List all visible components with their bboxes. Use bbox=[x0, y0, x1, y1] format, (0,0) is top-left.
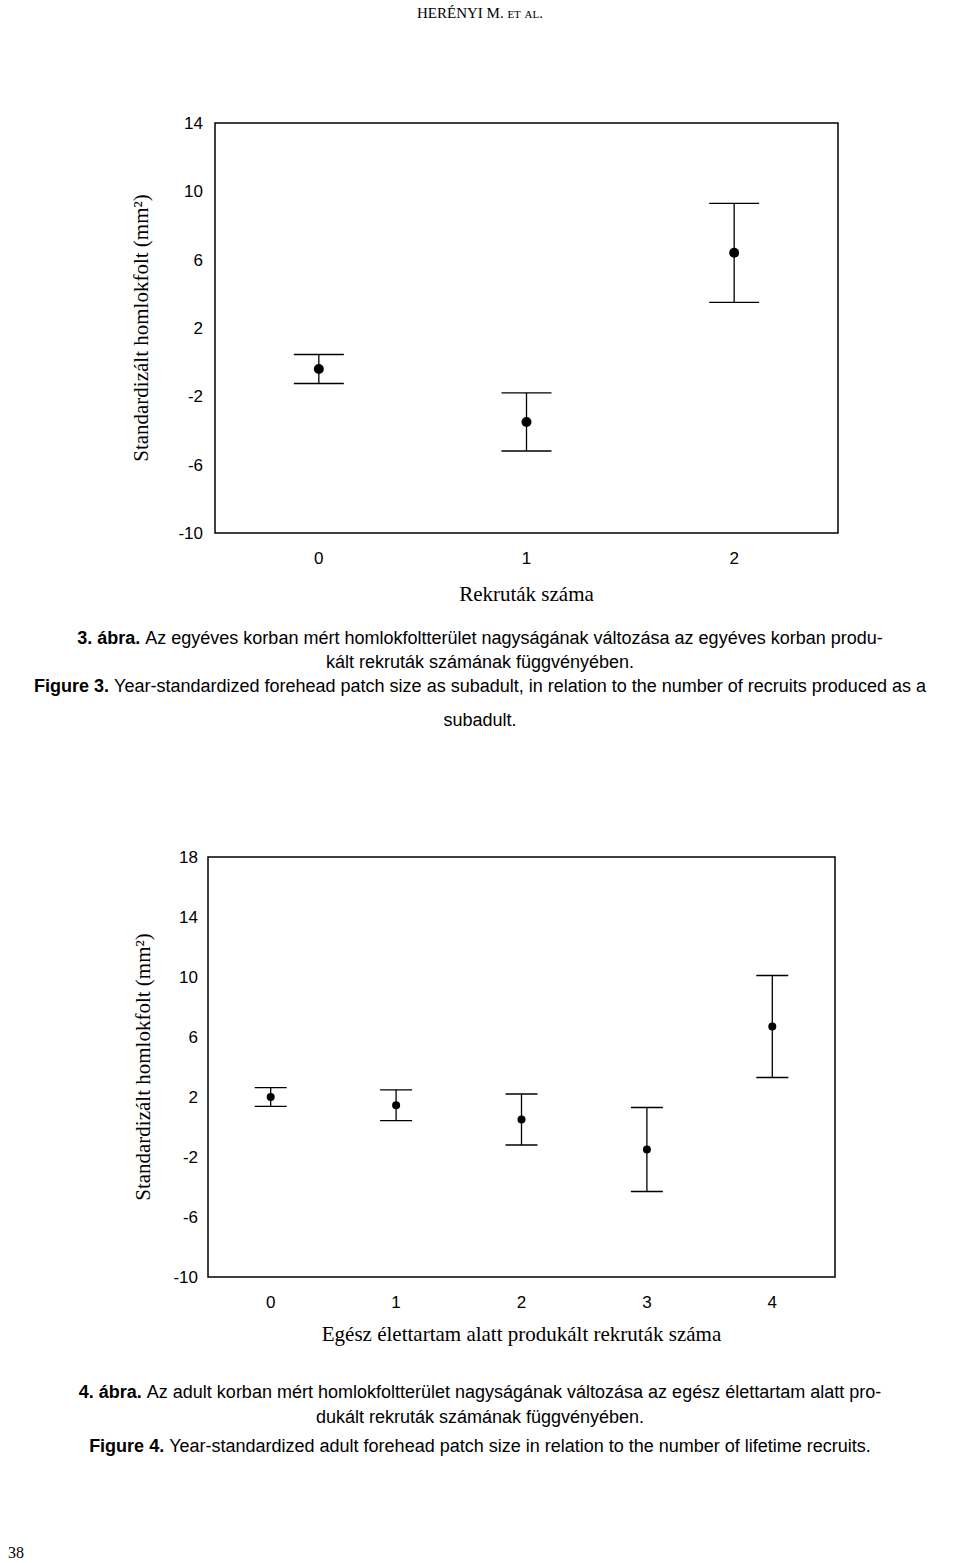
chart: 14 10 6 2 -2 -6 -10 0 1 2 Rekruták száma Standardiz… bbox=[129, 114, 838, 606]
y-tick-label: -2 bbox=[188, 387, 203, 406]
error-cap bbox=[756, 975, 788, 976]
point bbox=[729, 248, 739, 258]
error-bar bbox=[756, 976, 788, 1078]
caption-line: kált rekruták számának függvényében. bbox=[326, 652, 634, 672]
caption-line: Figure 4. Year-standardized adult forehe… bbox=[89, 1436, 871, 1456]
plot-frame bbox=[208, 857, 835, 1277]
caption-text: dukált rekruták számának függvényében. bbox=[316, 1407, 644, 1427]
caption-line: Figure 3. Year-standardized forehead pat… bbox=[34, 676, 927, 696]
caption-label: Figure 3. bbox=[34, 676, 114, 696]
y-tick-label: -10 bbox=[178, 524, 203, 543]
error-cap bbox=[502, 450, 552, 451]
error-cap bbox=[502, 392, 552, 393]
caption-text: Year-standardized forehead patch size as… bbox=[114, 676, 927, 696]
x-tick-label: 4 bbox=[768, 1293, 777, 1312]
y-tick-label: 14 bbox=[179, 908, 198, 927]
error-cap bbox=[506, 1144, 538, 1145]
x-axis-title: Egész élettartam alatt produkált rekrutá… bbox=[322, 1322, 722, 1346]
plot-frame bbox=[215, 123, 838, 533]
error-bar bbox=[709, 203, 759, 302]
y-tick-label: 2 bbox=[194, 319, 203, 338]
point bbox=[314, 364, 324, 374]
error-cap bbox=[380, 1089, 412, 1090]
error-bar bbox=[506, 1094, 538, 1145]
caption-text: kált rekruták számának függvényében. bbox=[326, 652, 634, 672]
point bbox=[522, 417, 532, 427]
error-cap bbox=[709, 203, 759, 204]
caption-line: 4. ábra. Az adult korban mért homlokfolt… bbox=[79, 1382, 881, 1402]
caption-label: Figure 4. bbox=[89, 1436, 169, 1456]
x-tick-label: 3 bbox=[642, 1293, 651, 1312]
point bbox=[392, 1101, 400, 1109]
caption-line: subadult. bbox=[443, 710, 516, 730]
y-tick-label: 2 bbox=[189, 1088, 198, 1107]
error-cap bbox=[709, 302, 759, 303]
caption-text: Az adult korban mért homlokfoltterület n… bbox=[147, 1382, 881, 1402]
y-axis-title: Standardizált homlokfolt (mm²) bbox=[131, 933, 155, 1201]
y-axis-title: Standardizált homlokfolt (mm²) bbox=[129, 194, 153, 462]
point bbox=[768, 1023, 776, 1031]
error-cap bbox=[380, 1120, 412, 1121]
caption-line: 3. ábra. Az egyéves korban mért homlokfo… bbox=[77, 628, 882, 648]
error-cap bbox=[294, 383, 344, 384]
x-tick-label: 1 bbox=[391, 1293, 400, 1312]
chart: 18 14 10 6 2 -2 -6 -10 0 1 2 3 4 Egész élettartam ala… bbox=[131, 848, 835, 1346]
error-cap bbox=[255, 1106, 287, 1107]
y-tick-label: 18 bbox=[179, 848, 198, 867]
error-cap bbox=[506, 1093, 538, 1094]
y-tick-label: 6 bbox=[189, 1028, 198, 1047]
error-bar bbox=[502, 393, 552, 451]
running-header: HERÉNYI M. et al. bbox=[417, 5, 543, 21]
y-tick-label: -6 bbox=[188, 456, 203, 475]
x-tick-label: 2 bbox=[729, 549, 738, 568]
caption-text: subadult. bbox=[443, 710, 516, 730]
x-tick-label: 2 bbox=[517, 1293, 526, 1312]
page-number: 38 bbox=[8, 1544, 24, 1561]
error-cap bbox=[756, 1077, 788, 1078]
caption-label: 3. ábra. bbox=[77, 628, 145, 648]
error-cap bbox=[631, 1191, 663, 1192]
error-cap bbox=[294, 354, 344, 355]
error-cap bbox=[631, 1107, 663, 1108]
x-tick-label: 1 bbox=[522, 549, 531, 568]
error-bar bbox=[255, 1088, 287, 1107]
y-tick-label: -10 bbox=[173, 1268, 198, 1287]
error-bar bbox=[380, 1090, 412, 1121]
x-axis-title: Rekruták száma bbox=[459, 582, 594, 606]
error-bar bbox=[631, 1108, 663, 1192]
caption-text: Year-standardized adult forehead patch s… bbox=[169, 1436, 871, 1456]
caption-label: 4. ábra. bbox=[79, 1382, 147, 1402]
marks bbox=[255, 976, 789, 1192]
y-tick-label: 10 bbox=[184, 182, 203, 201]
y-tick-label: -6 bbox=[183, 1208, 198, 1227]
point bbox=[267, 1093, 275, 1101]
error-bar bbox=[294, 354, 344, 383]
marks bbox=[294, 203, 759, 451]
page: HERÉNYI M. et al.38141062-2-6-10012Rekru… bbox=[0, 0, 960, 1563]
error-cap bbox=[255, 1087, 287, 1088]
y-tick-label: 10 bbox=[179, 968, 198, 987]
point bbox=[518, 1116, 526, 1124]
point bbox=[643, 1146, 651, 1154]
y-tick-label: 6 bbox=[194, 251, 203, 270]
x-tick-label: 0 bbox=[266, 1293, 275, 1312]
caption-line: dukált rekruták számának függvényében. bbox=[316, 1407, 644, 1427]
x-tick-label: 0 bbox=[314, 549, 323, 568]
y-tick-label: 14 bbox=[184, 114, 203, 133]
caption-text: Az egyéves korban mért homlokfoltterület… bbox=[145, 628, 882, 648]
y-tick-label: -2 bbox=[183, 1148, 198, 1167]
